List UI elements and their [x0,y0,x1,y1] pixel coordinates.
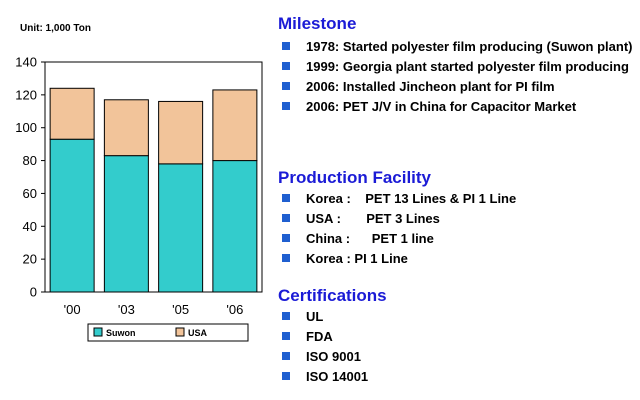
y-tick-label: 80 [23,153,37,168]
bullet-square-icon [282,332,290,340]
list-item-text: ISO 9001 [306,349,361,364]
bullet-square-icon [282,194,290,202]
bullet-square-icon [282,352,290,360]
bar-usa-0 [49,87,95,140]
bullet-square-icon [282,312,290,320]
list-item: 2006: Installed Jincheon plant for PI fi… [278,78,638,96]
list-item: 2006: PET J/V in China for Capacitor Mar… [278,98,638,116]
y-tick-label: 20 [23,252,37,267]
list-item-text: UL [306,309,324,324]
bullet-square-icon [282,214,290,222]
list-item: ISO 9001 [278,348,638,366]
x-tick-label: '06 [226,302,243,317]
x-tick-label: '03 [118,302,135,317]
certifications-list: UL FDA ISO 9001 ISO 14001 [278,308,638,388]
legend-swatch-usa [175,327,185,337]
bar-usa-3 [212,89,258,162]
milestone-title: Milestone [278,14,357,33]
list-item: China : PET 1 line [278,230,638,248]
legend-label-usa: USA [188,328,208,338]
production-facility-list: Korea : PET 13 Lines & PI 1 Line USA : P… [278,190,638,270]
bullet-square-icon [282,102,290,110]
list-item: Korea : PET 13 Lines & PI 1 Line [278,190,638,208]
unit-label: Unit: 1,000 Ton [20,23,91,34]
list-item: 1978: Started polyester film producing (… [278,38,638,56]
list-item: 1999: Georgia plant started polyester fi… [278,58,638,76]
list-item-text: Korea : PET 13 Lines & PI 1 Line [306,191,517,206]
list-item-text: FDA [306,329,333,344]
list-item-text: ISO 14001 [306,369,369,384]
y-tick-label: 140 [15,55,37,70]
y-tick-label: 60 [23,186,37,201]
legend-swatch-suwon [93,327,103,337]
legend-label-suwon: Suwon [106,328,136,338]
list-item: UL [278,308,638,326]
plot-area [44,61,263,293]
milestone-list: 1978: Started polyester film producing (… [278,38,638,118]
bullet-square-icon [282,42,290,50]
list-item-text: 2006: PET J/V in China for Capacitor Mar… [306,99,577,114]
bullet-square-icon [282,234,290,242]
chart-panel: Unit: 1,000 Ton 0 20 40 60 80 100 120 140 '00 '03… [0,0,270,400]
list-item-text: 1999: Georgia plant started polyester fi… [306,59,629,74]
list-item-text: China : PET 1 line [306,231,434,246]
legend-box [87,323,249,342]
list-item: USA : PET 3 Lines [278,210,638,228]
bar-usa-2 [158,100,204,165]
list-item-text: 2006: Installed Jincheon plant for PI fi… [306,79,555,94]
bar-suwon-0 [49,138,95,293]
certifications-title: Certifications [278,286,387,305]
x-tick-label: '00 [64,302,81,317]
bar-usa-1 [103,99,149,157]
bullet-square-icon [282,372,290,380]
y-tick-label: 100 [15,120,37,135]
x-tick-label: '05 [172,302,189,317]
y-tick-label: 120 [15,87,37,102]
stacked-bar-chart: 0 20 40 60 80 100 120 140 '00 '03 '05 '06 Suwon USA [15,55,263,342]
list-item-text: USA : PET 3 Lines [306,211,440,226]
list-item: ISO 14001 [278,368,638,386]
bullet-square-icon [282,254,290,262]
info-panel: Milestone 1978: Started polyester film p… [278,0,638,400]
bullet-square-icon [282,82,290,90]
list-item: FDA [278,328,638,346]
list-item-text: 1978: Started polyester film producing (… [306,39,633,54]
bar-suwon-1 [103,155,149,293]
list-item: Korea : PI 1 Line [278,250,638,268]
production-facility-title: Production Facility [278,168,432,187]
list-item-text: Korea : PI 1 Line [306,251,408,266]
bar-suwon-2 [158,163,204,293]
y-tick-label: 40 [23,219,37,234]
bar-suwon-3 [212,160,258,293]
y-tick-label: 0 [30,285,37,300]
bullet-square-icon [282,62,290,70]
